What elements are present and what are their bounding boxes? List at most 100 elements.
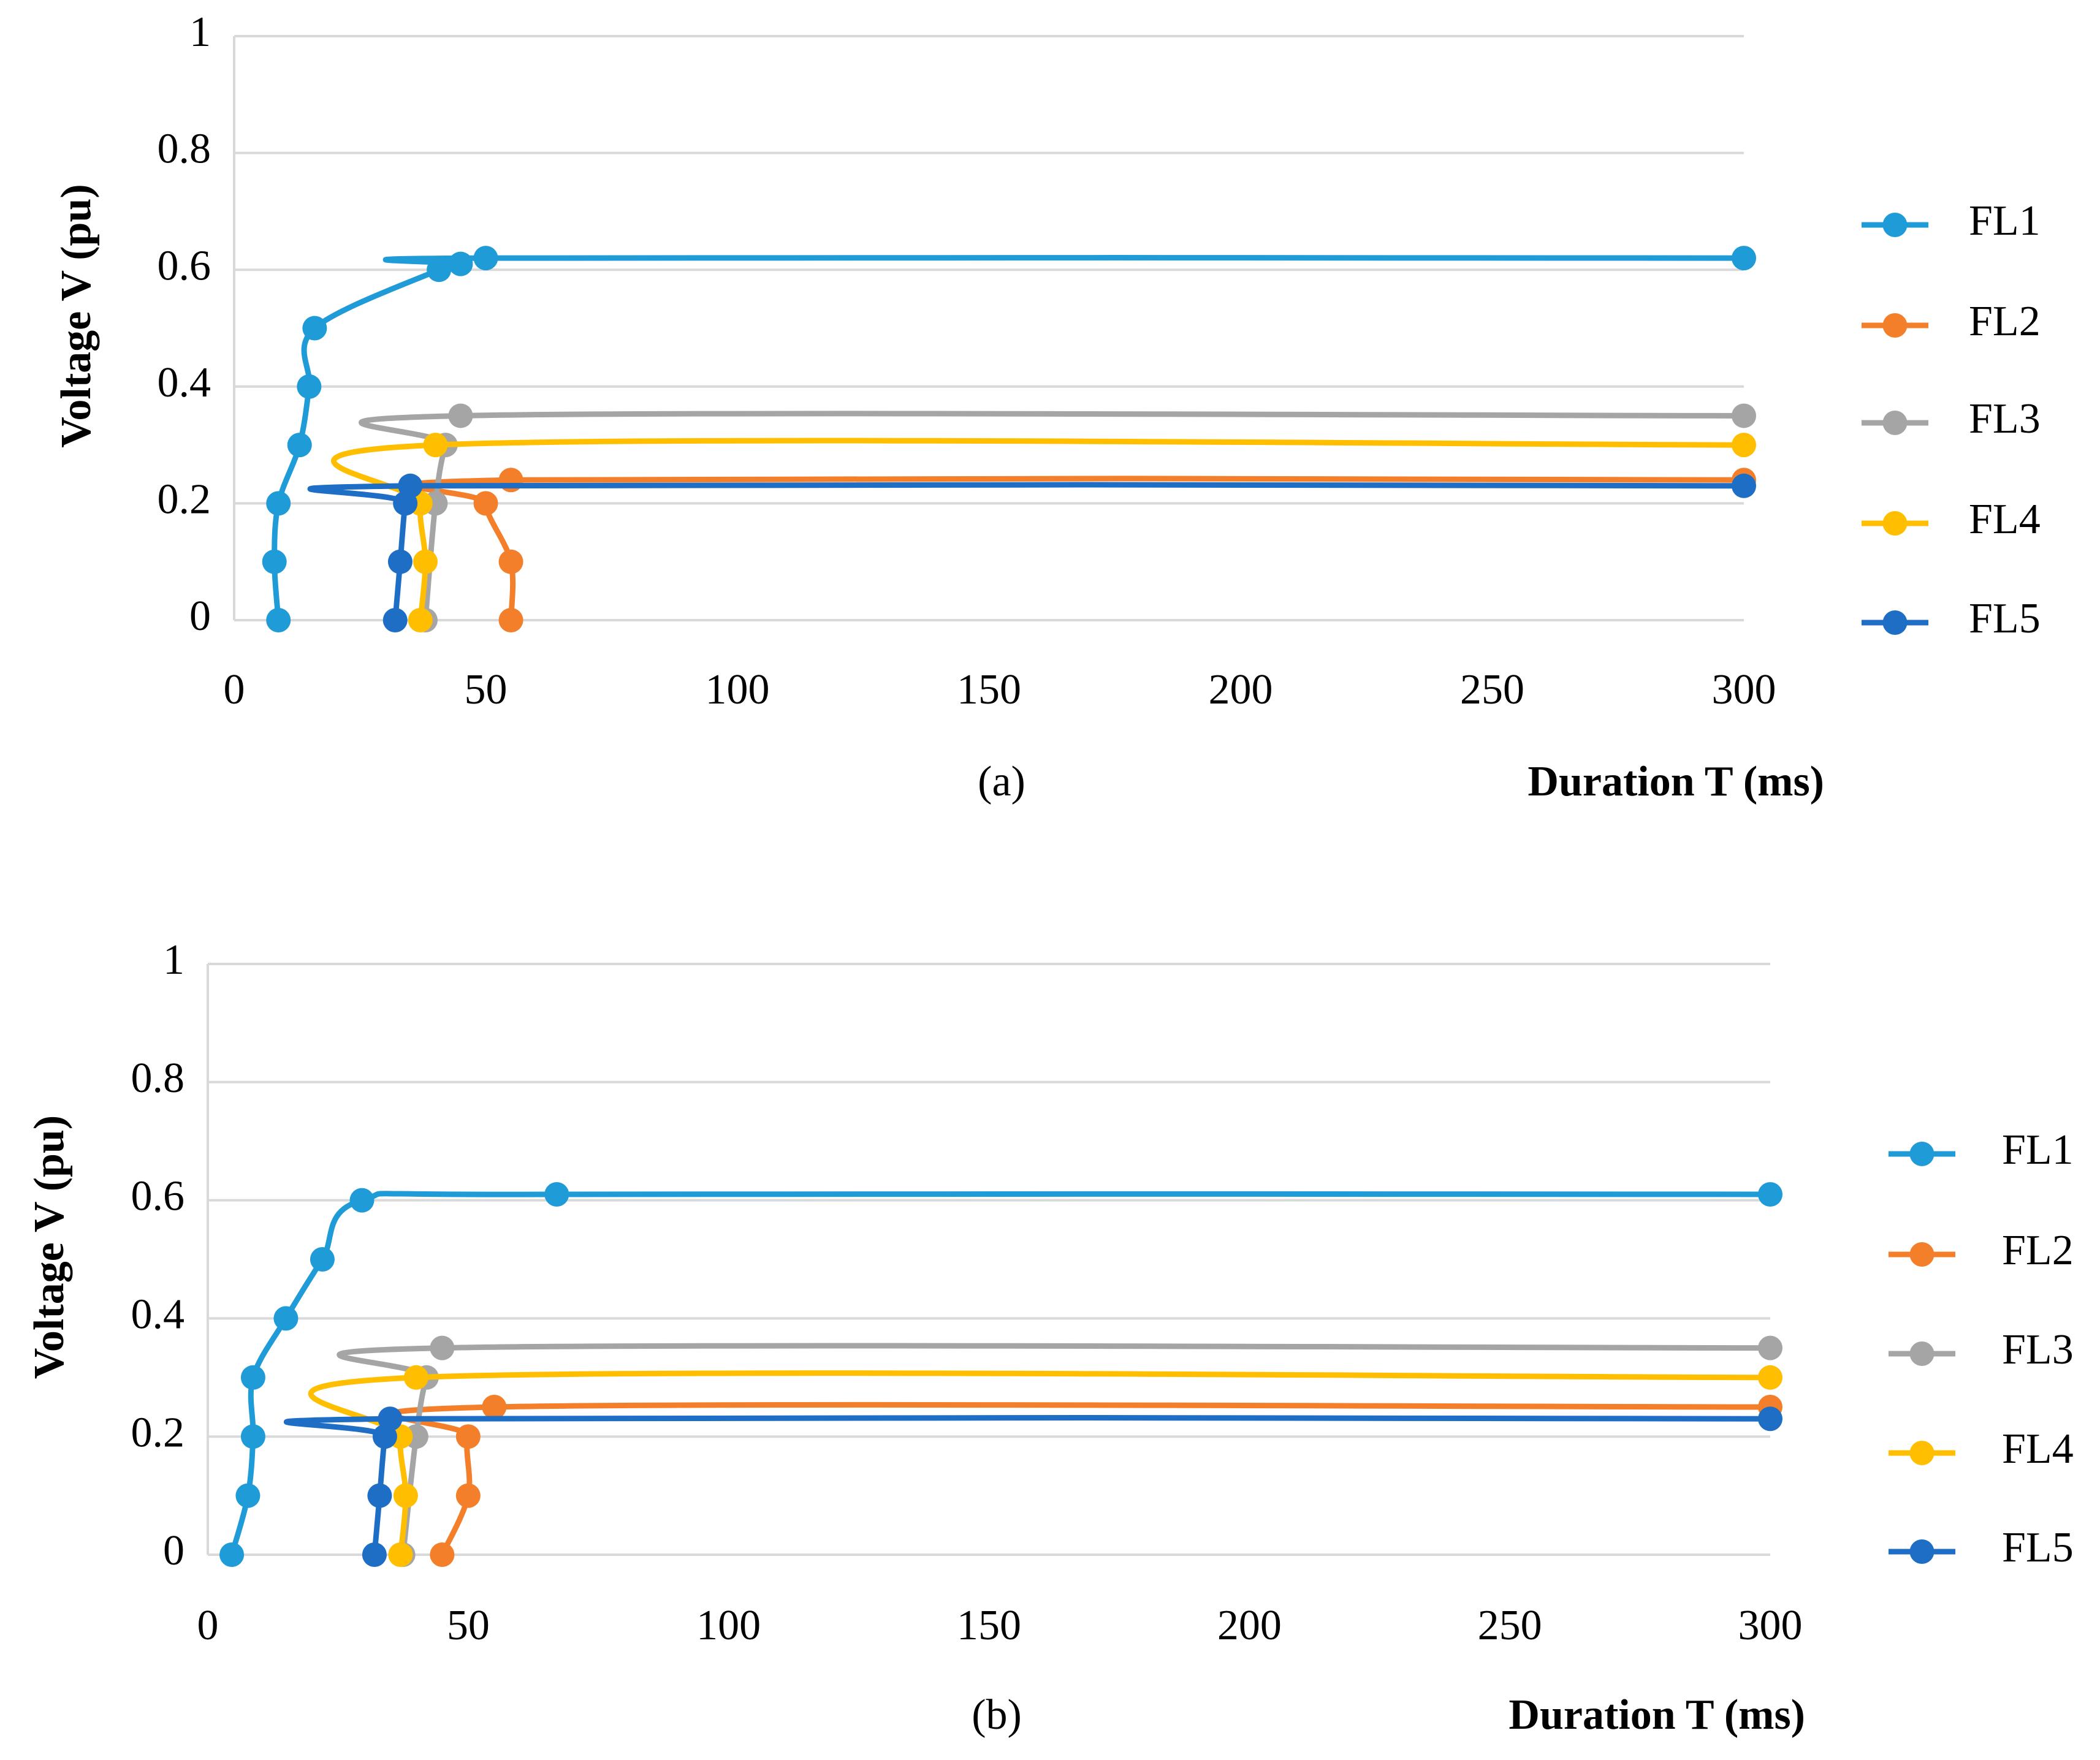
- data-point: [219, 1542, 245, 1567]
- data-point: [423, 433, 448, 458]
- data-point: [1758, 1365, 1782, 1390]
- x-tick-label: 100: [706, 666, 770, 713]
- legend-label: FL1: [2002, 1126, 2074, 1174]
- legend-marker: [1909, 1539, 1935, 1564]
- data-point: [498, 549, 523, 574]
- legend-label: FL1: [1969, 197, 2041, 245]
- data-point: [1758, 1335, 1782, 1360]
- data-point: [427, 257, 452, 283]
- legend-label: FL4: [2002, 1425, 2074, 1473]
- x-tick-label: 100: [696, 1602, 761, 1649]
- data-point: [430, 1335, 455, 1360]
- data-point: [473, 491, 498, 516]
- x-tick-label: 200: [1217, 1602, 1282, 1649]
- y-tick-label: 0.6: [158, 242, 211, 289]
- data-point: [287, 433, 312, 458]
- data-point: [349, 1188, 375, 1213]
- legend-marker: [1882, 213, 1908, 237]
- y-axis-label: Voltage V (pu): [26, 1115, 73, 1379]
- x-axis-label: Duration T (ms): [1527, 758, 1824, 805]
- x-tick-label: 0: [224, 666, 245, 713]
- data-point: [448, 251, 473, 276]
- data-point: [382, 608, 408, 632]
- data-point: [1732, 246, 1756, 271]
- data-point: [1758, 1182, 1782, 1207]
- data-point: [266, 491, 291, 516]
- x-tick-label: 150: [957, 666, 1021, 713]
- data-point: [498, 608, 523, 632]
- series-line: [284, 1414, 1771, 1555]
- series-line: [307, 482, 1744, 621]
- data-point: [240, 1424, 265, 1449]
- y-axis-label: Voltage V (pu): [53, 184, 100, 447]
- y-tick-label: 0: [189, 593, 211, 640]
- data-point: [455, 1424, 481, 1449]
- data-point: [1732, 473, 1756, 498]
- legend-label: FL2: [2002, 1227, 2074, 1274]
- legend-marker: [1882, 411, 1908, 435]
- y-tick-label: 0.2: [131, 1409, 185, 1456]
- series-line: [331, 438, 1744, 621]
- data-point: [310, 1247, 335, 1272]
- y-tick-label: 0.4: [131, 1291, 185, 1338]
- data-point: [1732, 433, 1756, 458]
- caption: (a): [978, 758, 1025, 805]
- series-line: [389, 1402, 1771, 1556]
- legend-marker: [1882, 610, 1908, 635]
- data-point: [393, 1483, 418, 1508]
- data-point: [482, 1395, 507, 1419]
- y-tick-label: 0.2: [158, 476, 211, 523]
- legend-marker: [1909, 1441, 1935, 1465]
- data-point: [413, 549, 438, 574]
- legend-marker: [1882, 313, 1908, 338]
- x-axis-label: Duration T (ms): [1508, 1691, 1805, 1739]
- y-tick-label: 0.4: [158, 359, 211, 406]
- data-point: [455, 1483, 481, 1508]
- legend-label: FL4: [1969, 496, 2041, 543]
- x-tick-label: 50: [465, 666, 508, 713]
- legend-label: FL3: [1969, 395, 2041, 442]
- x-tick-label: 250: [1478, 1602, 1542, 1649]
- data-point: [240, 1365, 265, 1390]
- data-point: [388, 1542, 413, 1567]
- caption: (b): [972, 1691, 1022, 1739]
- y-tick-label: 1: [189, 9, 211, 56]
- legend-marker: [1882, 511, 1908, 536]
- data-point: [297, 374, 322, 399]
- legend-marker: [1909, 1341, 1935, 1366]
- y-tick-label: 0.6: [131, 1173, 185, 1220]
- legend-label: FL5: [2002, 1524, 2074, 1571]
- data-point: [362, 1542, 387, 1567]
- data-point: [544, 1182, 569, 1207]
- x-tick-label: 250: [1460, 666, 1524, 713]
- data-point: [262, 549, 287, 574]
- legend-marker: [1909, 1242, 1935, 1267]
- data-point: [398, 473, 423, 498]
- data-point: [378, 1406, 403, 1432]
- data-point: [266, 608, 291, 632]
- series-line: [408, 475, 1744, 621]
- x-tick-label: 300: [1712, 666, 1776, 713]
- legend-label: FL3: [2002, 1326, 2074, 1373]
- data-point: [302, 316, 327, 341]
- y-tick-label: 0.8: [131, 1055, 185, 1102]
- y-tick-label: 1: [163, 936, 185, 984]
- data-point: [498, 468, 523, 493]
- data-point: [387, 549, 413, 574]
- data-point: [448, 403, 473, 428]
- series-line: [308, 1370, 1771, 1555]
- data-point: [403, 1365, 428, 1390]
- data-point: [473, 246, 498, 271]
- y-tick-label: 0: [163, 1527, 185, 1574]
- data-point: [430, 1542, 455, 1567]
- data-point: [367, 1483, 392, 1508]
- x-tick-label: 150: [957, 1602, 1021, 1649]
- data-point: [235, 1483, 261, 1508]
- legend-marker: [1909, 1142, 1935, 1166]
- x-tick-label: 200: [1209, 666, 1273, 713]
- y-tick-label: 0.8: [158, 126, 211, 173]
- x-tick-label: 50: [447, 1602, 490, 1649]
- x-tick-label: 300: [1738, 1602, 1803, 1649]
- legend-label: FL5: [1969, 595, 2041, 642]
